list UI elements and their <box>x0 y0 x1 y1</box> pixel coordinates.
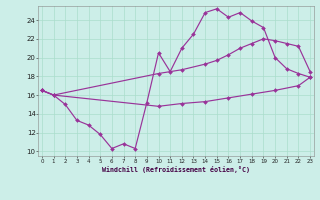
X-axis label: Windchill (Refroidissement éolien,°C): Windchill (Refroidissement éolien,°C) <box>102 166 250 173</box>
